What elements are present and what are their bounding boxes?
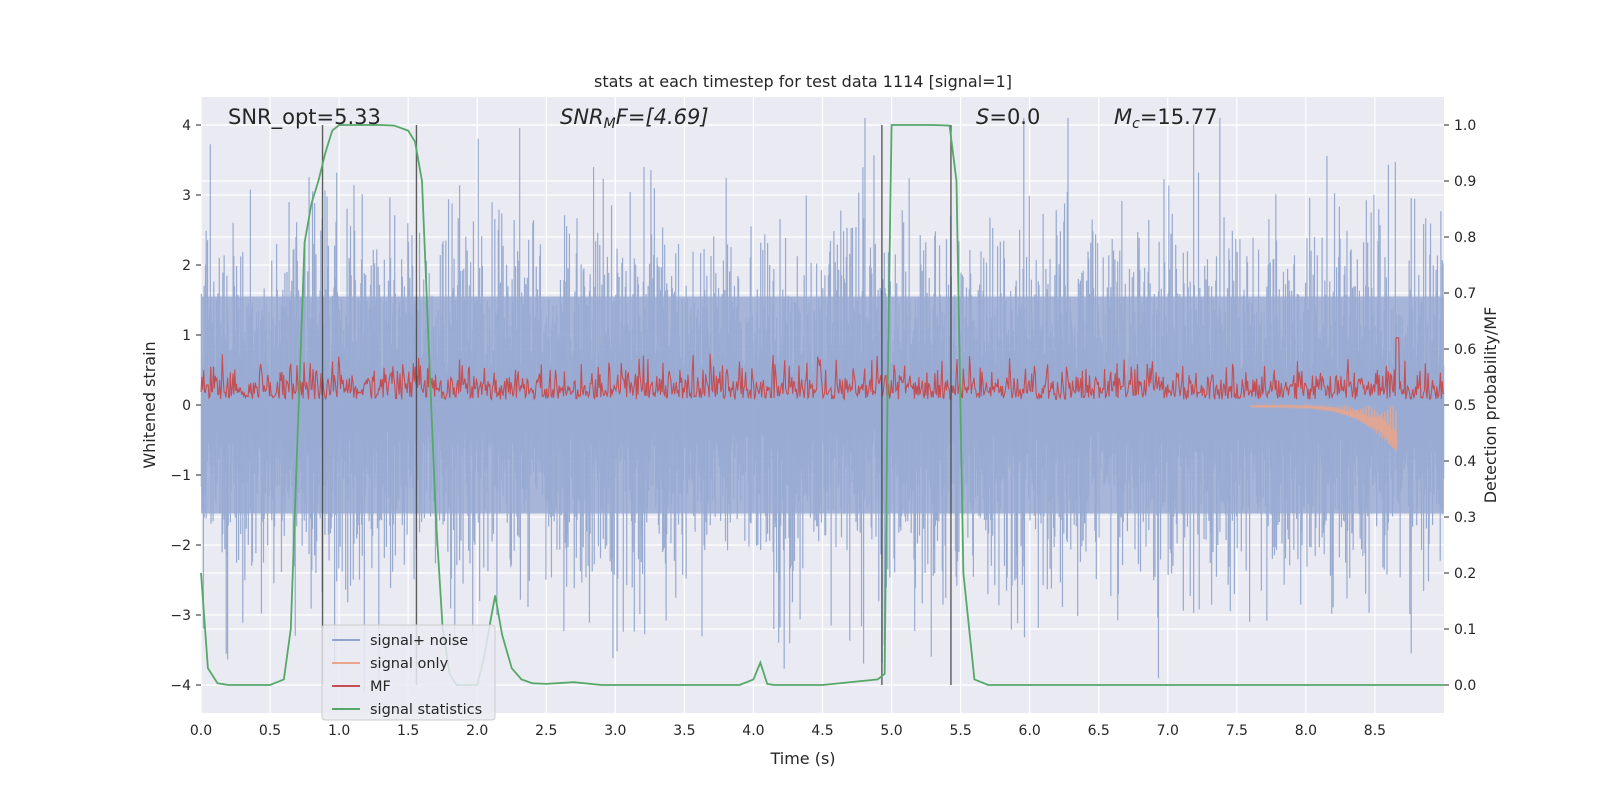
y-left-tick-label: −1: [170, 468, 191, 484]
y-left-tick-label: 3: [182, 188, 191, 204]
x-tick-label: 4.5: [811, 723, 833, 739]
y-right-tick-label: 0.0: [1454, 678, 1476, 694]
signal-only-trace: [1250, 402, 1398, 453]
y-axis-left-label: Whitened strain: [140, 341, 159, 468]
y-left-tick-label: 4: [182, 118, 191, 134]
x-tick-label: 6.0: [1019, 723, 1041, 739]
y-right-tick-label: 0.8: [1454, 230, 1476, 246]
signal-statistics-trace: [200, 124, 1444, 686]
y-right-tick-label: 0.1: [1454, 622, 1476, 638]
annotation-mc: Mc=15.77: [1114, 105, 1218, 132]
x-tick-label: 3.5: [673, 723, 695, 739]
annotation-snr-mf: SNRMF=[4.69]: [560, 105, 709, 132]
legend-label-signal-noise: signal+ noise: [370, 633, 468, 649]
x-tick-label: 0.5: [259, 723, 281, 739]
annotation-snr-opt: SNR_opt=5.33: [228, 105, 381, 130]
annotation-mc-rest: =15.77: [1140, 105, 1218, 129]
y-right-tick-label: 0.2: [1454, 566, 1476, 582]
x-tick-label: 5.0: [880, 723, 902, 739]
y-left-tick-label: −4: [170, 678, 191, 694]
mf-trace: [200, 337, 1445, 401]
y-left-tick-label: 2: [182, 258, 191, 274]
signal-noise-core: [201, 296, 1444, 514]
x-tick-label: 6.5: [1088, 723, 1110, 739]
legend-box: [321, 624, 496, 721]
y-right-tick-label: 1.0: [1454, 118, 1476, 134]
legend-label-mf: MF: [370, 679, 391, 695]
series-signal-only: [1250, 402, 1398, 453]
legend-label-signal-only: signal only: [370, 656, 449, 672]
x-tick-label: 3.0: [604, 723, 626, 739]
x-axis-label: Time (s): [769, 749, 835, 768]
y-right-tick-label: 0.5: [1454, 398, 1476, 414]
y-left-tick-label: −3: [170, 608, 191, 624]
y-right-tick-label: 0.6: [1454, 342, 1476, 358]
series-signal-noise: [200, 118, 1445, 692]
x-tick-label: 7.5: [1226, 723, 1248, 739]
x-tick-label: 5.5: [949, 723, 971, 739]
y-right-tick-label: 0.9: [1454, 174, 1476, 190]
annotation-snr-mf-rest: F=[4.69]: [616, 105, 709, 129]
x-tick-label: 8.5: [1364, 723, 1386, 739]
annotation-mc-main: M: [1114, 105, 1132, 129]
annotation-snr-mf-sub: M: [604, 116, 616, 132]
series-mf: [200, 337, 1445, 401]
legend: signal+ noise signal only MF signal stat…: [321, 624, 496, 721]
annotation-s-main: S: [976, 105, 989, 129]
x-tick-label: 8.0: [1295, 723, 1317, 739]
x-tick-label: 0.0: [190, 723, 212, 739]
chart-title: stats at each timestep for test data 111…: [594, 72, 1012, 91]
x-tick-label: 4.0: [742, 723, 764, 739]
y-left-tick-label: −2: [170, 538, 191, 554]
y-right-tick-label: 0.3: [1454, 510, 1476, 526]
annotation-s-rest: =0.0: [989, 105, 1040, 129]
x-tick-label: 2.5: [535, 723, 557, 739]
annotation-snr-mf-main: SNR: [560, 105, 604, 129]
x-tick-label: 1.5: [397, 723, 419, 739]
legend-label-signal-statistics: signal statistics: [370, 702, 482, 718]
y-right-tick-label: 0.7: [1454, 286, 1476, 302]
series-signal-statistics: [200, 124, 1444, 686]
event-markers: [321, 125, 952, 685]
x-tick-label: 2.0: [466, 723, 488, 739]
annotation-s: S=0.0: [976, 105, 1040, 129]
x-tick-label: 7.0: [1157, 723, 1179, 739]
x-tick-label: 1.0: [328, 723, 350, 739]
y-left-tick-label: 0: [182, 398, 191, 414]
axes-ticks: 0.0 0.5 1.0 1.5 2.0 2.5 3.0 3.5 4.0 4.5 5.0 5.5 6.0 6…: [170, 118, 1476, 739]
y-right-tick-label: 0.4: [1454, 454, 1476, 470]
annotation-mc-sub: c: [1132, 116, 1140, 132]
y-axis-right-label: Detection probability/MF: [1481, 307, 1500, 504]
y-left-tick-label: 1: [182, 328, 191, 344]
